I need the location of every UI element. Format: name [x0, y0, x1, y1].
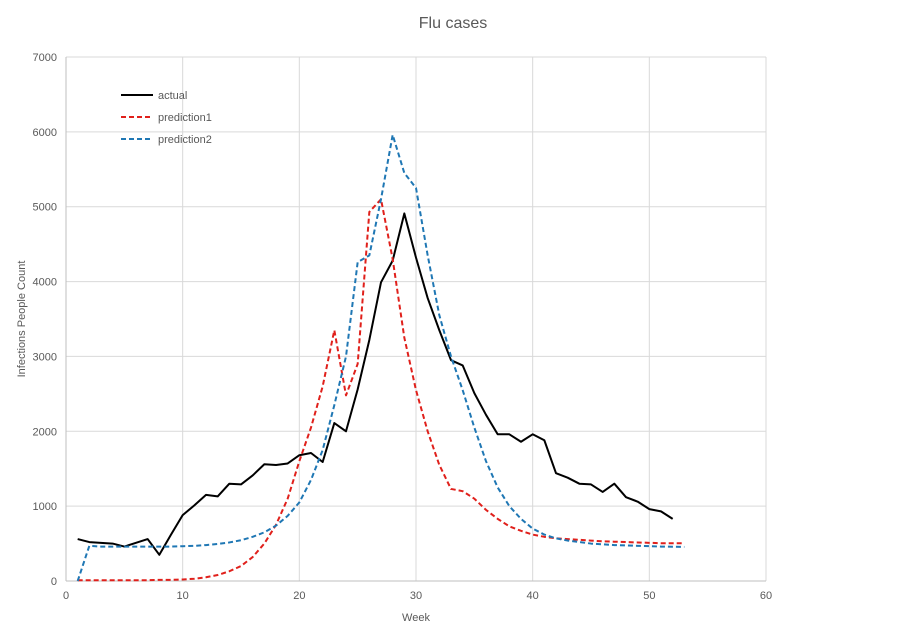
x-tick-label: 30: [410, 590, 422, 602]
series-line-prediction2: [76, 133, 685, 582]
y-tick-label: 7000: [33, 52, 57, 64]
y-tick-label: 3000: [33, 351, 57, 363]
x-tick-label: 40: [527, 590, 539, 602]
x-tick-label: 0: [63, 590, 69, 602]
x-tick-label: 50: [643, 590, 655, 602]
legend-label-prediction2: prediction2: [158, 134, 212, 146]
y-tick-label: 0: [51, 576, 57, 588]
y-tick-label: 1000: [33, 501, 57, 513]
y-tick-label: 4000: [33, 277, 57, 289]
series-line-prediction1: [77, 198, 685, 582]
chart-title: Flu cases: [419, 15, 487, 32]
series-group: [76, 133, 685, 582]
y-tick-label: 6000: [33, 127, 57, 139]
legend: actual prediction1 prediction2: [121, 90, 212, 146]
x-axis-title: Week: [402, 612, 430, 624]
legend-label-actual: actual: [158, 90, 187, 102]
y-axis-title: Infections People Count: [16, 261, 28, 378]
gridlines: [66, 56, 767, 581]
x-tick-label: 60: [760, 590, 772, 602]
x-tick-label: 10: [177, 590, 189, 602]
x-tick-label: 20: [293, 590, 305, 602]
series-line-actual: [77, 212, 674, 556]
axes: 0 1000 2000 3000 4000 5000 6000 7000 0 10 20 30 40 50…: [33, 52, 773, 602]
legend-label-prediction1: prediction1: [158, 112, 212, 124]
y-tick-label: 2000: [33, 426, 57, 438]
y-tick-label: 5000: [33, 202, 57, 214]
